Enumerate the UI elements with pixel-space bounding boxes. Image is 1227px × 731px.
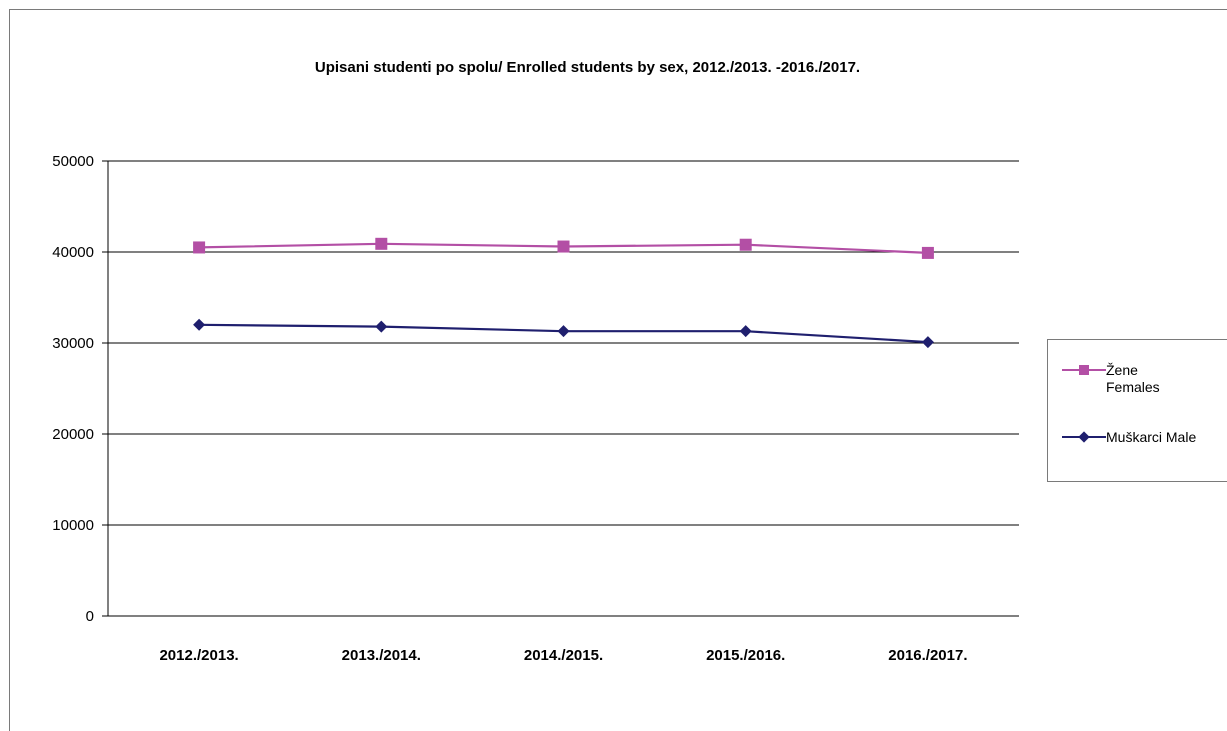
data-point-diamond — [375, 320, 388, 333]
data-point-square — [557, 240, 570, 253]
x-tick-label: 2012./2013. — [159, 647, 238, 664]
y-tick-label: 30000 — [52, 335, 94, 352]
chart-title: Upisani studenti po spolu/ Enrolled stud… — [314, 59, 861, 76]
data-point-diamond — [739, 325, 752, 338]
data-point-diamond — [557, 325, 570, 338]
legend-swatch-females — [1062, 362, 1106, 378]
legend-swatch-male — [1062, 429, 1106, 445]
data-point-square — [375, 237, 388, 250]
legend-label-females-line1: Žene — [1106, 362, 1138, 378]
chart-frame — [9, 9, 1227, 731]
x-tick-label: 2014./2015. — [524, 647, 603, 664]
y-tick-label: 50000 — [52, 153, 94, 170]
legend-item-male: Muškarci Male — [1062, 429, 1206, 446]
data-point-diamond — [921, 336, 934, 349]
legend-label-male: Muškarci Male — [1106, 429, 1197, 445]
data-point-square — [739, 238, 752, 251]
y-tick-label: 20000 — [52, 426, 94, 443]
x-tick-label: 2015./2016. — [706, 647, 785, 664]
data-point-diamond — [193, 318, 206, 331]
legend: Žene Females Muškarci Male — [1047, 339, 1227, 482]
x-tick-label: 2013./2014. — [342, 647, 421, 664]
legend-item-females: Žene Females — [1062, 362, 1206, 396]
data-point-square — [921, 246, 934, 259]
data-point-square — [193, 241, 206, 254]
y-tick-label: 0 — [86, 608, 94, 625]
y-tick-label: 10000 — [52, 517, 94, 534]
x-tick-label: 2016./2017. — [888, 647, 967, 664]
y-tick-label: 40000 — [52, 244, 94, 261]
legend-label-females-line2: Females — [1106, 379, 1160, 395]
